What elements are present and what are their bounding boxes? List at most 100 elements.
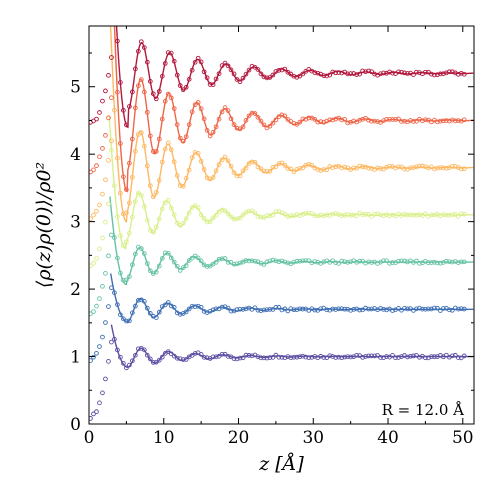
data-point xyxy=(327,117,333,123)
data-point xyxy=(141,347,147,353)
data-point xyxy=(138,39,144,45)
data-point xyxy=(318,212,324,218)
data-point xyxy=(180,357,186,362)
data-point xyxy=(408,353,413,359)
data-point xyxy=(432,212,437,218)
data-point xyxy=(342,306,348,312)
data-point xyxy=(222,256,228,261)
data-point xyxy=(246,353,252,358)
data-point xyxy=(449,353,455,359)
data-point xyxy=(321,167,327,172)
data-point xyxy=(312,259,318,264)
data-point xyxy=(288,71,294,77)
data-point xyxy=(276,305,282,310)
data-point xyxy=(219,256,225,262)
fit-line xyxy=(109,273,474,324)
data-point xyxy=(324,212,330,218)
data-point xyxy=(414,258,419,264)
data-point xyxy=(109,232,114,238)
data-point xyxy=(118,141,123,146)
data-point xyxy=(276,259,282,265)
data-point xyxy=(183,175,189,181)
data-point xyxy=(186,306,192,312)
data-point xyxy=(345,212,351,217)
data-point xyxy=(237,173,243,179)
data-point xyxy=(443,118,449,123)
data-point xyxy=(168,147,174,153)
data-point xyxy=(291,169,297,175)
data-point xyxy=(180,138,186,144)
data-point xyxy=(300,71,306,77)
data-point xyxy=(138,130,144,135)
data-point xyxy=(402,118,407,124)
data-point xyxy=(458,166,464,172)
data-point xyxy=(89,311,93,317)
data-point xyxy=(225,158,231,164)
data-point xyxy=(420,306,425,312)
data-point xyxy=(213,212,219,218)
data-point xyxy=(144,217,150,223)
data-point xyxy=(255,67,261,72)
data-point xyxy=(435,305,440,311)
data-point xyxy=(282,163,288,168)
data-point xyxy=(97,344,102,349)
data-point xyxy=(228,214,234,220)
data-point xyxy=(118,190,123,196)
data-point xyxy=(174,173,180,178)
y-tick-label: 1 xyxy=(70,348,81,368)
data-point xyxy=(89,416,93,421)
data-point xyxy=(455,213,461,219)
data-point xyxy=(106,115,111,121)
data-point xyxy=(411,212,416,218)
data-point xyxy=(381,258,386,264)
data-point xyxy=(372,353,377,359)
data-point xyxy=(97,202,102,208)
data-point xyxy=(279,160,285,166)
series-3 xyxy=(89,196,474,317)
data-point xyxy=(94,256,99,261)
axis-ticks: 0 10 20 30 40 50 0 1 2 3 4 5 xyxy=(70,26,474,448)
data-point xyxy=(405,71,410,76)
data-point xyxy=(273,305,279,310)
data-point xyxy=(261,122,267,128)
y-tick-label: 4 xyxy=(70,145,81,165)
data-point xyxy=(411,353,416,359)
data-point xyxy=(94,409,99,415)
data-point xyxy=(180,87,186,93)
data-point xyxy=(162,61,168,66)
data-point xyxy=(330,211,336,217)
data-point xyxy=(243,352,249,358)
data-point xyxy=(210,354,216,360)
data-point xyxy=(234,173,240,179)
x-tick-label: 20 xyxy=(228,428,250,448)
data-point xyxy=(393,355,398,361)
data-point xyxy=(291,213,297,218)
data-point xyxy=(342,354,348,360)
data-point xyxy=(363,69,368,75)
data-point xyxy=(285,166,291,171)
data-point xyxy=(384,258,389,264)
data-point xyxy=(411,165,416,170)
data-point xyxy=(130,358,135,364)
data-point xyxy=(354,72,359,77)
data-point xyxy=(219,351,225,357)
data-point xyxy=(153,315,159,320)
data-point xyxy=(267,75,273,80)
data-point xyxy=(426,306,431,312)
data-point xyxy=(261,262,267,267)
data-point xyxy=(144,261,150,266)
data-point xyxy=(97,154,102,160)
data-point xyxy=(243,258,249,263)
data-point xyxy=(294,167,300,172)
data-point xyxy=(103,219,108,225)
data-point xyxy=(89,216,93,222)
data-point xyxy=(267,258,273,264)
data-point xyxy=(294,307,300,313)
data-point xyxy=(339,70,345,76)
data-point xyxy=(300,165,306,171)
data-point xyxy=(348,354,353,360)
data-point xyxy=(237,260,243,266)
data-point xyxy=(135,48,141,54)
data-point xyxy=(165,250,171,256)
data-point xyxy=(231,216,237,222)
